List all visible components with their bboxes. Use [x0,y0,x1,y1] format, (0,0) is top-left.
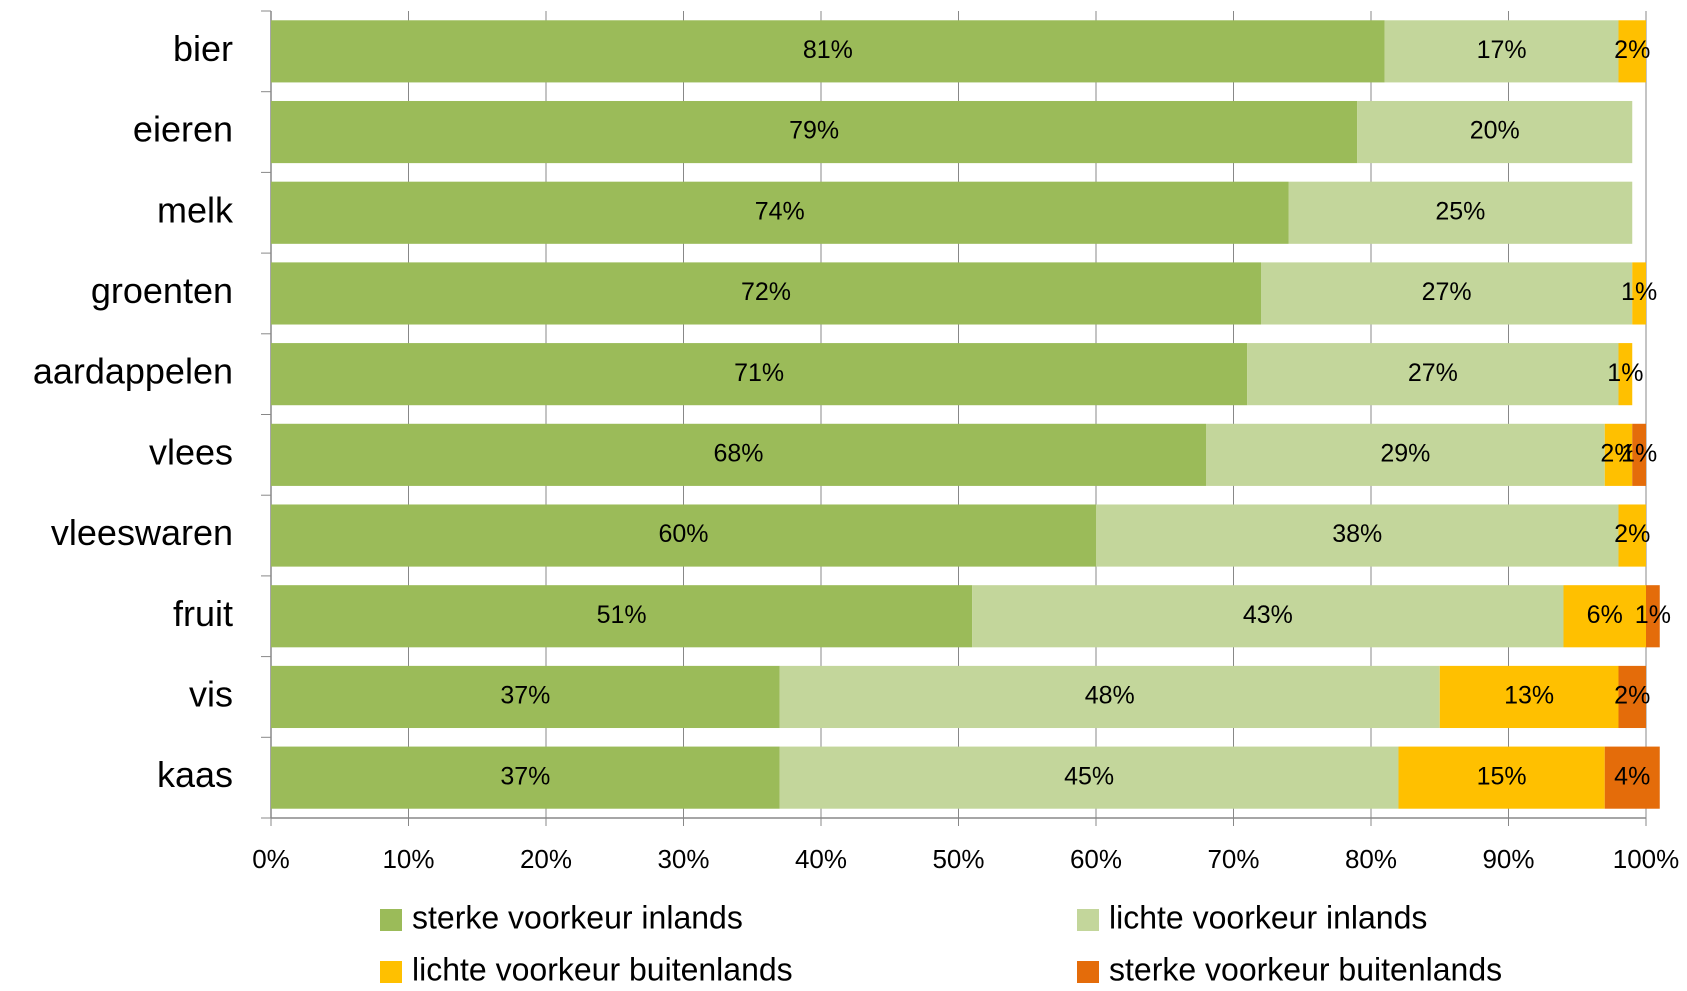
data-label: 2% [1614,520,1650,548]
x-tick-label: 30% [657,844,709,874]
bar-segment [1632,423,1646,486]
bar-segment [1261,262,1633,325]
bar-segment [972,585,1564,648]
bar-segment [1632,262,1646,325]
bar-segment [271,181,1289,244]
x-tick-label: 0% [252,844,290,874]
bar-segment [271,100,1358,164]
legend-label: sterke voorkeur inlands [412,899,743,935]
bar-segment [1247,343,1619,406]
bar-segment [1618,504,1646,567]
bar-segment [1618,343,1633,406]
data-label: 29% [1380,439,1430,467]
data-label: 74% [755,197,805,225]
bar-segment [1206,423,1605,486]
data-label: 1% [1635,601,1671,629]
data-label: 25% [1435,197,1485,225]
data-label: 71% [734,359,784,387]
bar-segment [271,665,780,729]
x-tick-label: 40% [795,844,847,874]
data-label: 79% [789,117,839,145]
bar-segment [271,20,1385,83]
data-label: 17% [1477,36,1527,64]
bar-segment [1563,585,1646,648]
data-label: 2% [1614,36,1650,64]
category-label: kaas [157,754,233,795]
category-label: fruit [173,593,233,634]
bar-segment [271,504,1096,567]
legend-swatch [380,909,402,931]
bar-segment [271,746,780,809]
data-label: 45% [1064,762,1114,790]
x-tick-label: 60% [1070,844,1122,874]
category-label: vlees [149,431,233,472]
category-label: vleeswaren [51,512,233,553]
data-label: 1% [1621,278,1657,306]
legend-label: sterke voorkeur buitenlands [1109,951,1502,987]
bar-segment [1618,20,1646,83]
data-label: 38% [1332,520,1382,548]
bar-segment [1357,100,1633,164]
bar-segment [1398,746,1605,809]
category-label: groenten [91,270,233,311]
x-tick-label: 100% [1613,844,1680,874]
bar-segment [1384,20,1619,83]
legend-swatch [1077,909,1099,931]
data-label: 2% [1600,439,1636,467]
legend-label: lichte voorkeur inlands [1109,899,1427,935]
bar-segment [1604,746,1660,809]
bar-segment [271,585,973,648]
bar-segment [271,343,1248,406]
x-tick-label: 80% [1345,844,1397,874]
data-label: 1% [1607,359,1643,387]
category-label: vis [189,673,233,714]
data-label: 6% [1587,601,1623,629]
data-label: 60% [658,520,708,548]
bar-segment [271,423,1206,486]
legend-swatch [380,961,402,983]
data-label: 15% [1477,762,1527,790]
category-label: aardappelen [33,351,233,392]
bar-segment [1439,665,1619,729]
data-label: 51% [597,601,647,629]
x-tick-label: 50% [932,844,984,874]
bar-segment [1604,423,1633,486]
data-label: 27% [1408,359,1458,387]
data-label: 37% [500,762,550,790]
bar-segment [1618,665,1646,729]
legend-swatch [1077,961,1099,983]
x-tick-label: 70% [1207,844,1259,874]
x-tick-label: 10% [382,844,434,874]
data-label: 13% [1504,682,1554,710]
data-label: 43% [1243,601,1293,629]
data-label: 68% [713,439,763,467]
x-tick-label: 20% [520,844,572,874]
bar-segment [1096,504,1619,567]
x-tick-label: 90% [1482,844,1534,874]
data-label: 2% [1614,682,1650,710]
data-label: 20% [1470,117,1520,145]
bar-segment [271,262,1261,325]
legend-label: lichte voorkeur buitenlands [412,951,793,987]
data-label: 37% [500,682,550,710]
category-label: bier [173,28,233,69]
bar-segment [1646,585,1660,648]
data-label: 1% [1621,439,1657,467]
bar-segment [779,665,1440,729]
data-label: 72% [741,278,791,306]
category-label: melk [157,189,234,230]
bar-segment [1288,181,1633,244]
data-label: 81% [803,36,853,64]
category-label: eieren [133,109,233,150]
data-label: 27% [1422,278,1472,306]
bar-segment [779,746,1399,809]
data-label: 48% [1085,682,1135,710]
data-label: 4% [1614,762,1650,790]
